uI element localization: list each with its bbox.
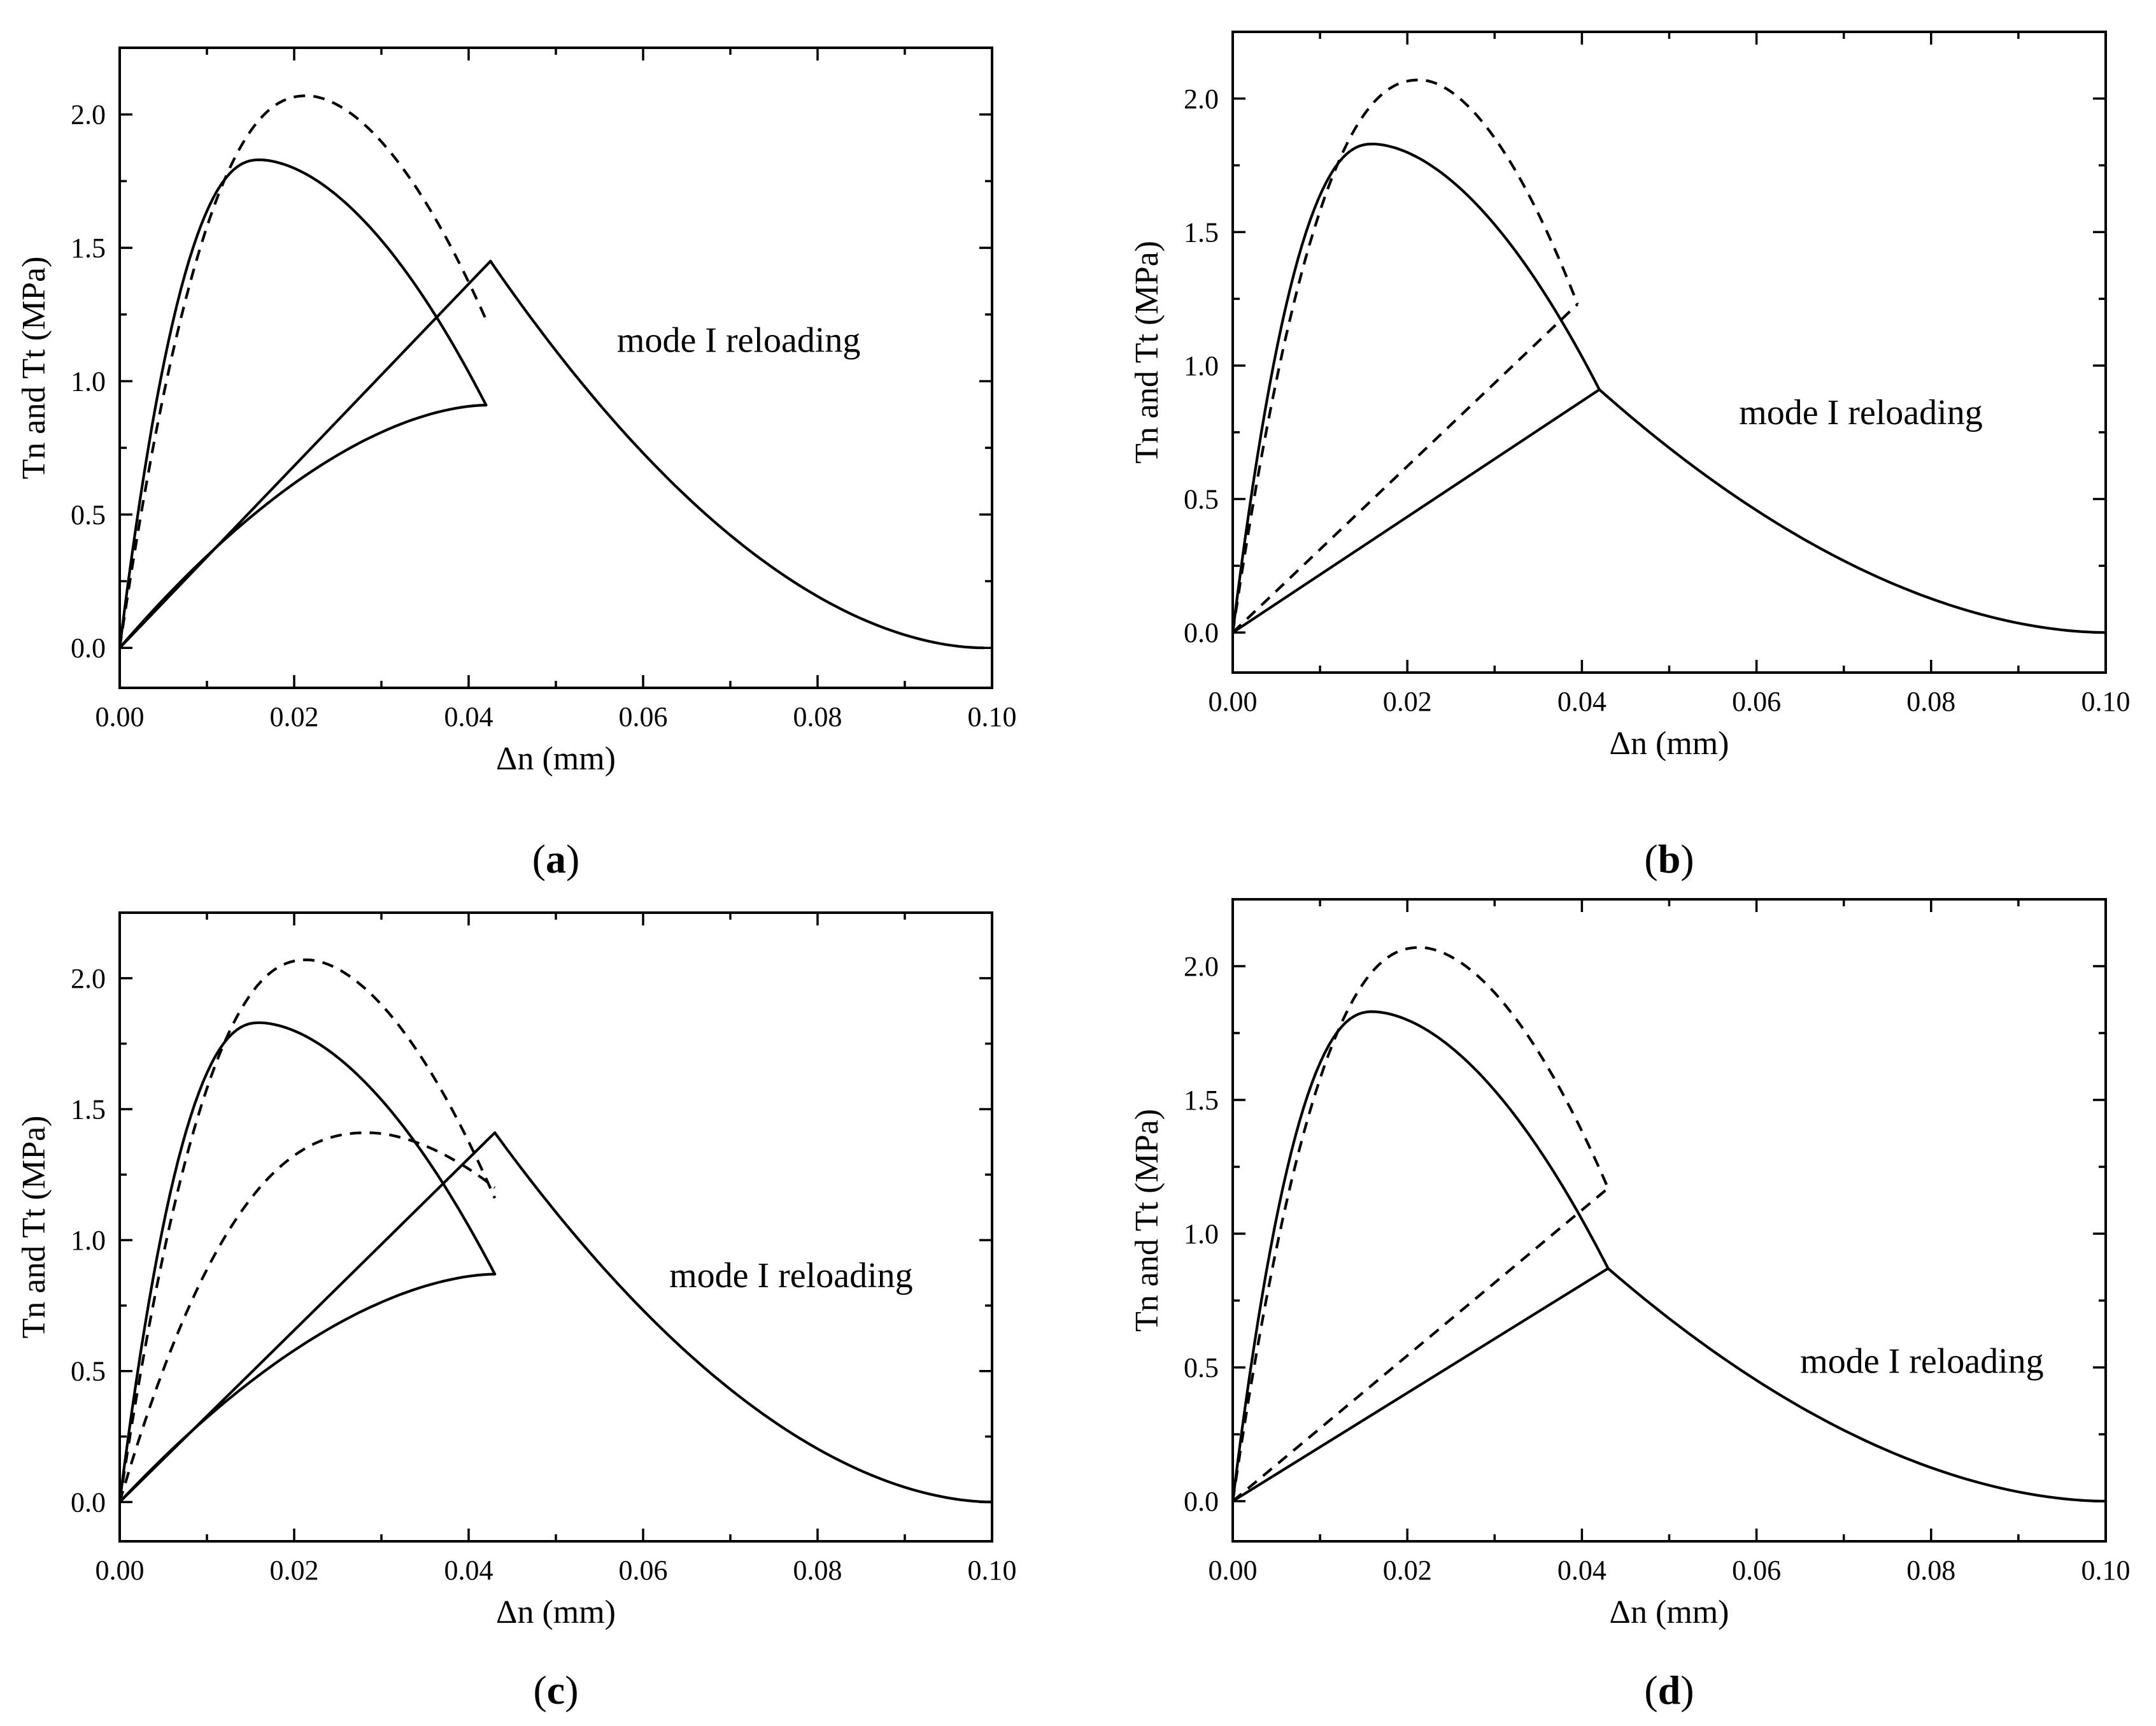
y-tick-label: 0.5: [71, 1356, 106, 1387]
y-axis-label: Tn and Tt (MPa): [16, 1116, 52, 1339]
panel-label-a: (a): [532, 836, 580, 881]
x-tick-label: 0.04: [444, 1555, 493, 1586]
plot-frame: [118, 46, 993, 689]
annotation-mode-i-reloading: mode I reloading: [1739, 393, 1983, 432]
x-tick-label: 0.02: [270, 701, 319, 732]
solid-reloading-line: [118, 259, 492, 650]
x-tick-label: 0.06: [1732, 1555, 1781, 1586]
solid-reloading-line: [118, 1131, 497, 1504]
y-tick-label: 2.0: [1184, 951, 1219, 982]
panel-d: 0.00 0.02 0.04 0.06 0.08 0.10 0.0 0.5 1.0 1.5 2.0 Δ…: [1129, 898, 2131, 1713]
plot-frame: [1231, 898, 2107, 1543]
y-tick-label: 2.0: [71, 99, 106, 131]
panel-label-c: (c): [533, 1667, 578, 1713]
x-tick-label: 0.04: [444, 701, 493, 732]
x-axis-label: Δn (mm): [496, 741, 616, 777]
y-tick-label: 1.0: [71, 366, 106, 397]
x-tick-label: 0.02: [1383, 1555, 1432, 1586]
dashed-traction-loading: [118, 958, 497, 1502]
x-axis-label: Δn (mm): [1610, 725, 1729, 762]
x-tick-label: 0.04: [1557, 1555, 1606, 1586]
y-tick-label: 0.5: [71, 499, 106, 531]
y-tick-label: 0.0: [1184, 617, 1219, 648]
y-axis-label: Tn and Tt (MPa): [16, 257, 52, 480]
y-axis-label: Tn and Tt (MPa): [1129, 1109, 1165, 1332]
panel-label-d: (d): [1644, 1667, 1694, 1713]
annotation-mode-i-reloading: mode I reloading: [1800, 1341, 2044, 1381]
y-axis-label: Tn and Tt (MPa): [1129, 241, 1165, 464]
y-tick-label: 1.0: [71, 1225, 106, 1256]
x-tick-label: 0.00: [96, 1555, 145, 1586]
x-tick-label: 0.04: [1557, 686, 1606, 717]
solid-traction-loading: [118, 158, 488, 650]
y-tick-label: 0.5: [1184, 1352, 1219, 1383]
panel-a: 0.00 0.02 0.04 0.06 0.08 0.10 0.0 0.5 1.0 1.5 2.0 Δ…: [16, 46, 1017, 881]
solid-reloading-line: [1231, 388, 1601, 634]
x-tick-label: 0.06: [619, 701, 668, 732]
x-tick-label: 0.08: [793, 701, 842, 732]
y-tick-label: 1.5: [1184, 217, 1219, 248]
y-tick-label: 0.0: [1184, 1486, 1219, 1517]
plot-frame: [118, 911, 993, 1543]
solid-traction-loading: [118, 1021, 497, 1504]
x-tick-label: 0.08: [1906, 686, 1955, 717]
panel-label-b: (b): [1644, 836, 1694, 881]
y-tick-label: 1.0: [1184, 350, 1219, 382]
solid-unloading-curve: [118, 1273, 497, 1504]
x-tick-label: 0.00: [96, 701, 145, 732]
y-tick-label: 1.0: [1184, 1218, 1219, 1250]
y-tick-label: 1.5: [71, 232, 106, 264]
x-tick-label: 0.00: [1209, 1555, 1258, 1586]
solid-traction-loading: [1231, 143, 1601, 634]
dashed-second-curve: [118, 1131, 496, 1502]
solid-softening-tail: [489, 259, 985, 650]
y-tick-label: 0.0: [71, 1487, 106, 1518]
y-tick-label: 0.0: [71, 632, 106, 664]
y-tick-label: 1.5: [71, 1094, 106, 1125]
plot-frame: [1231, 31, 2107, 674]
x-axis-label: Δn (mm): [1610, 1594, 1729, 1630]
x-tick-label: 0.10: [2082, 686, 2131, 717]
y-tick-label: 2.0: [1184, 83, 1219, 115]
solid-softening-tail: [1606, 1267, 2108, 1503]
x-tick-label: 0.02: [270, 1555, 319, 1586]
solid-softening-tail: [493, 1131, 994, 1504]
x-tick-label: 0.02: [1383, 686, 1432, 717]
annotation-mode-i-reloading: mode I reloading: [669, 1256, 913, 1295]
y-tick-label: 2.0: [71, 963, 106, 994]
x-tick-label: 0.00: [1209, 686, 1258, 717]
dashed-unloading-line: [1231, 303, 1578, 634]
y-tick-label: 0.5: [1184, 484, 1219, 515]
panel-c: 0.00 0.02 0.04 0.06 0.08 0.10 0.0 0.5 1.0 1.5 2.0 Δ…: [16, 911, 1017, 1713]
dashed-unloading-line: [1231, 1187, 1609, 1502]
x-tick-label: 0.10: [2082, 1555, 2131, 1586]
panel-b: 0.00 0.02 0.04 0.06 0.08 0.10 0.0 0.5 1.0 1.5 2.0 Δ…: [1129, 31, 2131, 881]
annotation-mode-i-reloading: mode I reloading: [617, 320, 861, 360]
solid-softening-tail: [1598, 388, 2108, 634]
x-tick-label: 0.08: [1906, 1555, 1955, 1586]
x-tick-label: 0.06: [1732, 686, 1781, 717]
dashed-traction-loading: [118, 94, 488, 648]
dashed-traction-loading: [1231, 946, 1610, 1502]
x-tick-label: 0.10: [968, 1555, 1017, 1586]
x-tick-label: 0.08: [793, 1555, 842, 1586]
x-tick-label: 0.06: [619, 1555, 668, 1586]
solid-reloading-line: [1231, 1267, 1610, 1503]
dashed-traction-loading: [1231, 78, 1579, 633]
y-tick-label: 1.5: [1184, 1085, 1219, 1116]
solid-traction-loading: [1231, 1010, 1610, 1503]
solid-unloading-curve: [118, 404, 488, 650]
x-axis-label: Δn (mm): [496, 1594, 616, 1630]
x-tick-label: 0.10: [968, 701, 1017, 732]
